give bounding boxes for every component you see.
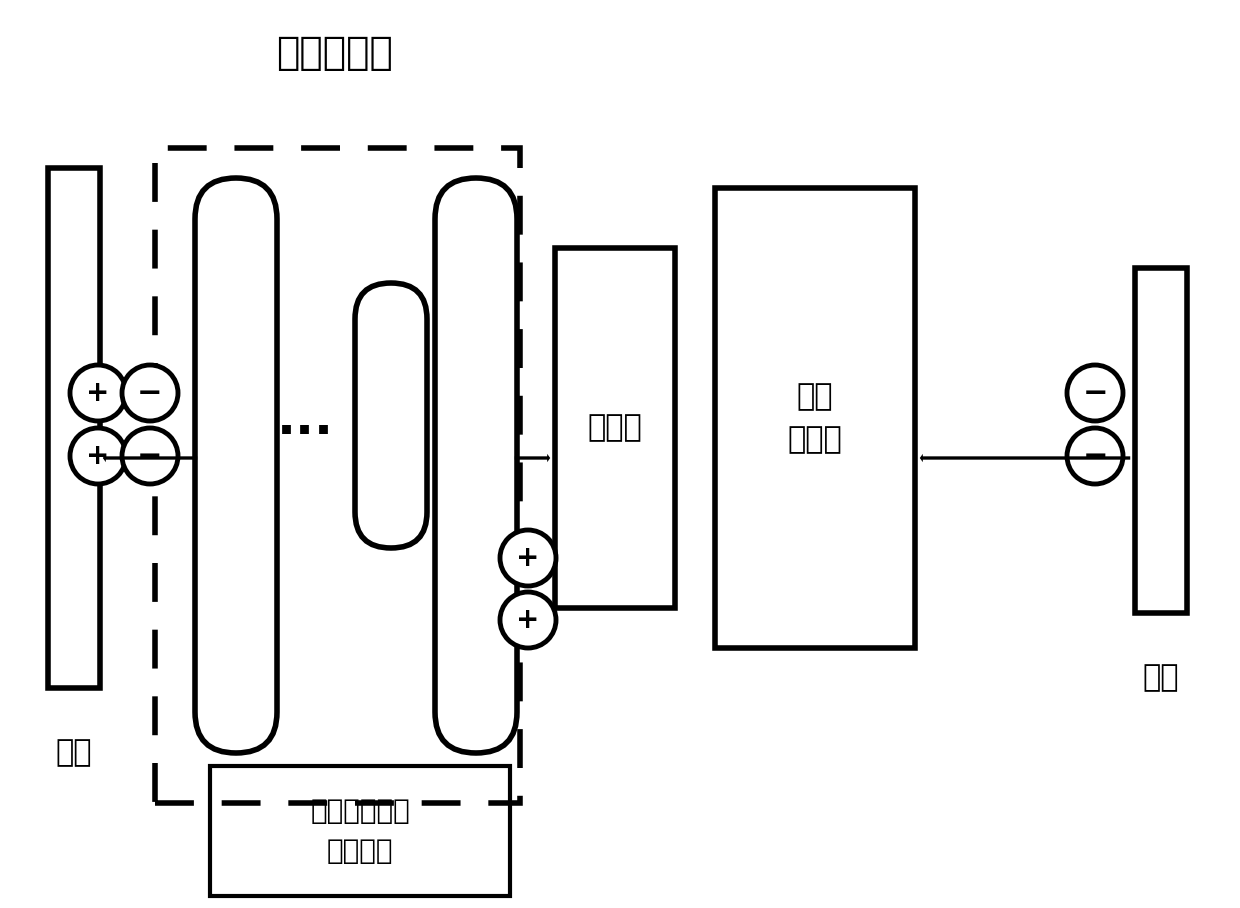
Bar	[48, 168, 100, 688]
FancyBboxPatch shape	[355, 283, 427, 548]
Bar	[556, 248, 675, 608]
FancyBboxPatch shape	[435, 178, 517, 753]
Circle shape	[1066, 428, 1123, 484]
Circle shape	[1066, 365, 1123, 421]
Text: 发光层: 发光层	[588, 413, 642, 442]
Text: +: +	[516, 606, 539, 634]
Circle shape	[500, 530, 556, 586]
Text: ···: ···	[277, 409, 334, 457]
Circle shape	[69, 365, 126, 421]
Text: +: +	[87, 379, 109, 407]
Bar	[210, 766, 510, 896]
Text: 阴极: 阴极	[1143, 664, 1179, 693]
Text: +: +	[87, 442, 109, 470]
Circle shape	[500, 592, 556, 648]
Text: −: −	[1083, 379, 1107, 408]
FancyBboxPatch shape	[195, 178, 277, 753]
Text: −: −	[138, 379, 162, 408]
Circle shape	[69, 428, 126, 484]
Circle shape	[122, 428, 179, 484]
Text: 空穴传输层: 空穴传输层	[277, 34, 393, 72]
Text: 阳极: 阳极	[56, 738, 92, 767]
Text: −: −	[138, 441, 162, 470]
Circle shape	[122, 365, 179, 421]
Text: −: −	[1083, 441, 1107, 470]
Text: +: +	[516, 544, 539, 572]
Text: 多级有机半导
体异质结: 多级有机半导 体异质结	[310, 797, 410, 864]
Text: 电子
传输层: 电子 传输层	[787, 382, 842, 454]
Bar	[715, 188, 915, 648]
Bar	[1135, 268, 1187, 613]
Bar	[155, 148, 520, 803]
